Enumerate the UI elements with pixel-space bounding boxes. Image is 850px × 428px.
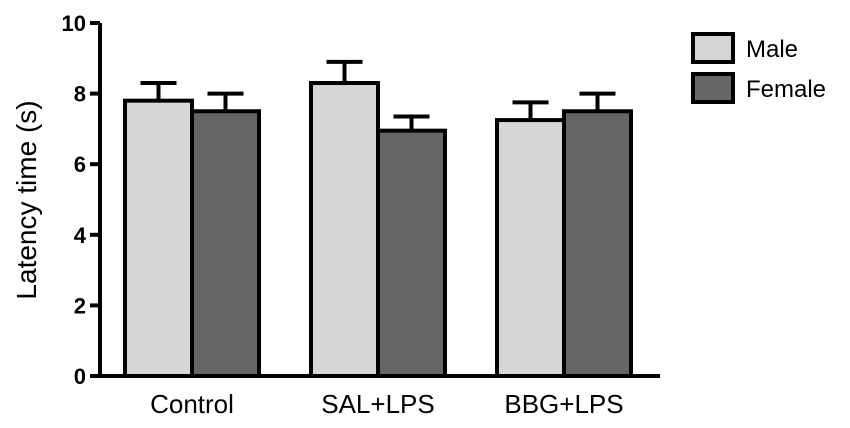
x-tick-label: BBG+LPS [504,389,623,419]
bar-male-0 [123,98,194,378]
legend: Male Female [691,32,826,104]
bar-male-1 [309,81,380,378]
plot-area [123,59,633,378]
x-axis: Control SAL+LPS BBG+LPS [98,374,660,419]
y-tick-label: 4 [74,223,87,248]
y-tick-label: 8 [74,82,86,107]
x-tick-label: Control [150,389,234,419]
y-tick-label: 10 [62,11,86,36]
y-tick-label: 6 [74,152,86,177]
legend-label-female: Female [746,76,826,103]
bar-female-2 [562,109,633,378]
y-tick-label: 2 [74,293,86,318]
legend-swatch-male [691,32,735,64]
y-axis-title: Latency time (s) [11,100,42,299]
legend-label-male: Male [746,36,798,63]
bar-female-0 [190,109,261,378]
x-tick-label: SAL+LPS [321,389,434,419]
y-tick-label: 0 [74,364,86,389]
legend-swatch-female [691,72,735,104]
bar-female-1 [376,128,447,378]
bar-male-2 [495,118,566,378]
y-axis: 0 2 4 6 8 10 [62,11,102,389]
